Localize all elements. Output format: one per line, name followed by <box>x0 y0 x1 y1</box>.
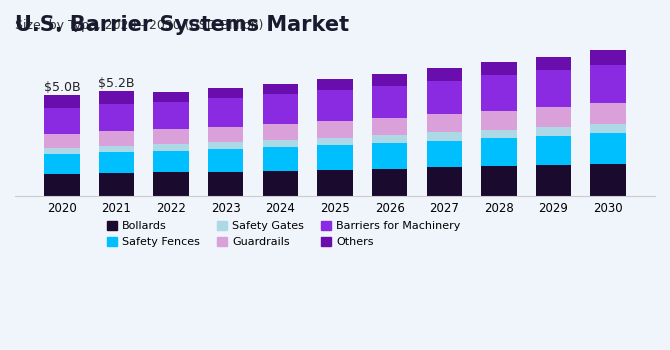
Bar <box>208 142 243 149</box>
Bar <box>44 148 80 154</box>
Bar <box>427 68 462 81</box>
Bar <box>317 121 353 138</box>
Bar <box>263 94 298 124</box>
Bar <box>317 79 353 90</box>
Text: U.S. Barrier Systems Market: U.S. Barrier Systems Market <box>15 15 349 35</box>
Bar <box>481 111 517 130</box>
Bar <box>481 62 517 76</box>
Bar <box>481 130 517 138</box>
Bar <box>317 90 353 121</box>
Bar <box>536 127 572 136</box>
Text: Size, by Type, 2020 - 2030 (USD Billion): Size, by Type, 2020 - 2030 (USD Billion) <box>15 19 263 32</box>
Bar <box>536 107 572 127</box>
Bar <box>372 135 407 143</box>
Bar <box>536 57 572 70</box>
Bar <box>590 65 626 103</box>
Bar <box>481 138 517 166</box>
Bar <box>590 163 626 196</box>
Bar <box>44 96 80 107</box>
Bar <box>153 92 189 101</box>
Bar <box>44 107 80 134</box>
Bar <box>427 114 462 133</box>
Bar <box>317 145 353 169</box>
Bar <box>536 136 572 165</box>
Legend: Bollards, Safety Fences, Safety Gates, Guardrails, Barriers for Machinery, Other: Bollards, Safety Fences, Safety Gates, G… <box>103 217 465 252</box>
Bar <box>153 102 189 129</box>
Bar <box>208 172 243 196</box>
Bar <box>372 86 407 118</box>
Bar <box>590 124 626 133</box>
Bar <box>317 169 353 196</box>
Bar <box>536 70 572 107</box>
Bar <box>427 81 462 114</box>
Bar <box>208 149 243 172</box>
Bar <box>44 134 80 148</box>
Bar <box>263 140 298 147</box>
Bar <box>590 50 626 65</box>
Bar <box>590 103 626 124</box>
Bar <box>208 98 243 127</box>
Bar <box>481 166 517 196</box>
Bar <box>98 131 134 146</box>
Bar <box>153 129 189 144</box>
Bar <box>44 154 80 174</box>
Bar <box>427 133 462 141</box>
Text: $5.2B: $5.2B <box>98 77 135 90</box>
Bar <box>263 147 298 170</box>
Bar <box>263 170 298 196</box>
Bar <box>153 173 189 196</box>
Bar <box>263 124 298 140</box>
Bar <box>208 89 243 98</box>
Bar <box>372 118 407 135</box>
Bar <box>590 133 626 163</box>
Text: $5.0B: $5.0B <box>44 81 80 94</box>
Bar <box>536 165 572 196</box>
Bar <box>427 167 462 196</box>
Bar <box>98 91 134 105</box>
Bar <box>372 143 407 169</box>
Bar <box>372 74 407 86</box>
Bar <box>153 144 189 150</box>
Bar <box>98 146 134 152</box>
Bar <box>427 141 462 167</box>
Bar <box>481 76 517 111</box>
Bar <box>98 173 134 196</box>
Bar <box>263 84 298 95</box>
Bar <box>98 105 134 131</box>
Bar <box>372 169 407 196</box>
Bar <box>98 152 134 173</box>
Bar <box>317 138 353 145</box>
Bar <box>208 127 243 142</box>
Bar <box>153 150 189 173</box>
Bar <box>44 174 80 196</box>
